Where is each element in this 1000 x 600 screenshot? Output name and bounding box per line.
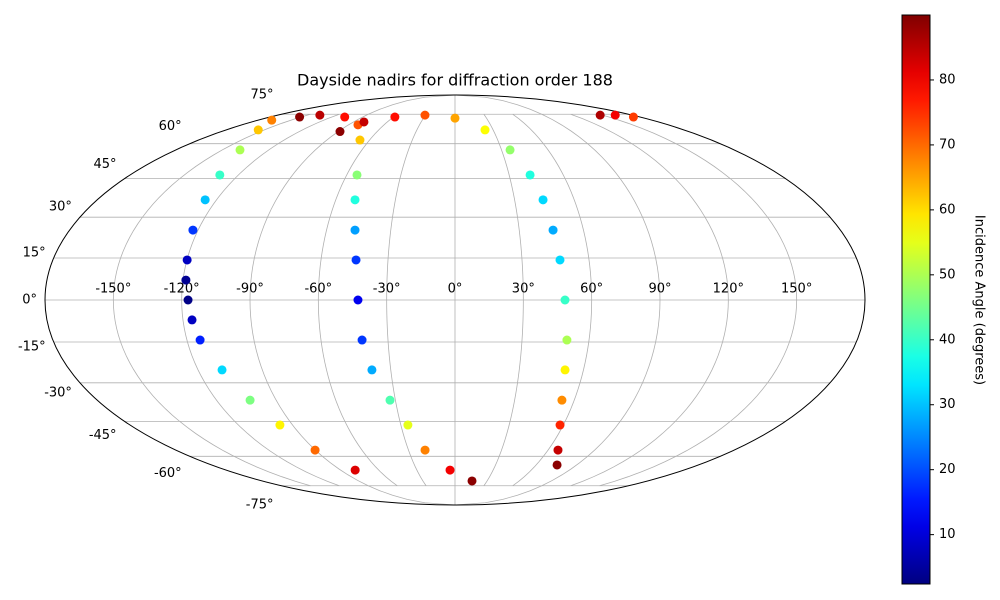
data-point	[355, 135, 365, 145]
data-point	[183, 295, 193, 305]
data-point	[557, 395, 567, 405]
data-point	[275, 420, 285, 430]
x-tick-label: -60°	[304, 282, 332, 297]
data-point	[217, 365, 227, 375]
colorbar-tick-label: 70	[939, 137, 956, 152]
data-point	[562, 335, 572, 345]
data-point	[315, 110, 325, 120]
data-point	[195, 335, 205, 345]
data-point	[350, 465, 360, 475]
colorbar-tick-label: 80	[939, 72, 956, 87]
y-tick-label: -45°	[89, 428, 117, 443]
data-point	[310, 445, 320, 455]
colorbar-tick-label: 20	[939, 462, 956, 477]
data-point	[359, 117, 369, 127]
data-point	[390, 112, 400, 122]
grid	[45, 94, 865, 506]
grid-line	[570, 113, 729, 487]
colorbar-tick-label: 50	[939, 267, 956, 282]
data-point	[181, 275, 191, 285]
grid-line	[249, 94, 456, 506]
colorbar	[901, 14, 931, 585]
x-tick-label: 150°	[781, 282, 812, 297]
colorbar-tick-label: 60	[939, 202, 956, 217]
data-point	[555, 255, 565, 265]
y-tick-label: -60°	[154, 466, 182, 481]
data-point	[403, 420, 413, 430]
data-point	[295, 112, 305, 122]
data-point	[340, 112, 350, 122]
data-point	[555, 420, 565, 430]
data-point	[353, 295, 363, 305]
data-point	[235, 145, 245, 155]
data-point	[245, 395, 255, 405]
data-point	[552, 460, 562, 470]
data-point	[351, 255, 361, 265]
data-point	[560, 295, 570, 305]
y-tick-label: -75°	[246, 498, 274, 513]
data-point	[357, 335, 367, 345]
data-point	[215, 170, 225, 180]
grid-line	[483, 114, 524, 486]
y-tick-label: 60°	[159, 119, 182, 134]
data-point	[385, 395, 395, 405]
data-point	[560, 365, 570, 375]
data-point	[445, 465, 455, 475]
x-tick-label: -150°	[95, 282, 131, 297]
y-tick-label: -15°	[18, 340, 46, 355]
data-point	[525, 170, 535, 180]
data-point	[267, 115, 277, 125]
data-point	[538, 195, 548, 205]
data-point	[188, 225, 198, 235]
y-tick-label: 45°	[94, 157, 117, 172]
data-point	[420, 110, 430, 120]
colorbar-tick-label: 30	[939, 397, 956, 412]
data-point	[553, 445, 563, 455]
colorbar-tick-label: 40	[939, 332, 956, 347]
data-point	[350, 195, 360, 205]
data-point	[200, 195, 210, 205]
data-point	[628, 112, 638, 122]
x-tick-label: 0°	[448, 282, 463, 297]
data-point	[253, 125, 263, 135]
colorbar-label: Incidence Angle (degrees)	[972, 215, 987, 385]
y-tick-label: 0°	[22, 293, 37, 308]
grid-line	[512, 113, 593, 487]
data-point	[467, 476, 477, 486]
grid-line	[181, 113, 340, 487]
grid-line	[386, 114, 427, 486]
x-tick-label: 30°	[512, 282, 535, 297]
x-tick-label: -90°	[236, 282, 264, 297]
data-point	[182, 255, 192, 265]
y-tick-label: 15°	[23, 245, 46, 260]
y-tick-label: 30°	[49, 200, 72, 215]
data-point	[595, 110, 605, 120]
data-point	[350, 225, 360, 235]
grid-line	[454, 94, 661, 506]
data-point	[610, 110, 620, 120]
map-border	[44, 94, 866, 506]
data-point	[367, 365, 377, 375]
chart-title: Dayside nadirs for diffraction order 188	[297, 71, 613, 90]
data-point	[480, 125, 490, 135]
grid-line	[317, 113, 398, 487]
data-point	[420, 445, 430, 455]
data-point	[548, 225, 558, 235]
data-point	[352, 170, 362, 180]
data-point	[335, 127, 345, 137]
data-point	[187, 315, 197, 325]
colorbar-tick-label: 10	[939, 527, 956, 542]
x-tick-label: -120°	[164, 282, 200, 297]
grid-line	[112, 113, 311, 487]
x-tick-label: 120°	[713, 282, 744, 297]
grid-line	[599, 113, 798, 487]
data-point	[505, 145, 515, 155]
x-tick-label: 90°	[648, 282, 671, 297]
y-tick-label: -30°	[44, 385, 72, 400]
x-tick-label: -30°	[373, 282, 401, 297]
y-tick-label: 75°	[250, 87, 273, 102]
data-point	[450, 113, 460, 123]
x-tick-label: 60°	[580, 282, 603, 297]
